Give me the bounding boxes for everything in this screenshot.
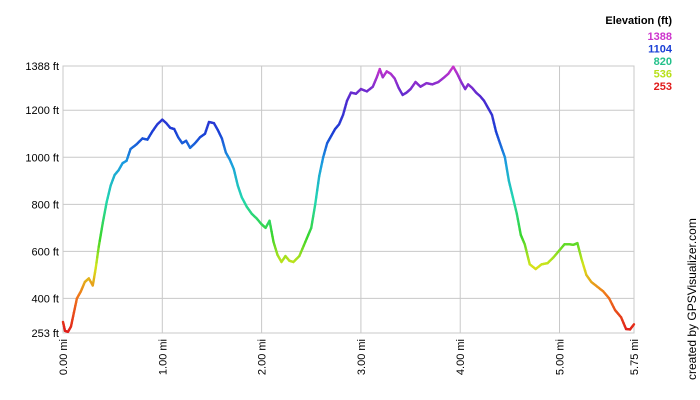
grid-lines bbox=[63, 66, 634, 333]
y-tick-label: 253 ft bbox=[31, 328, 59, 340]
x-axis-ticks: 0.00 mi 1.00 mi 2.00 mi 3.00 mi 4.00 mi 5.00 … bbox=[58, 339, 641, 375]
y-axis-ticks: 253 ft 400 ft 600 ft 800 ft 1000 ft 1200 ft 13… bbox=[25, 61, 59, 340]
plot-frame bbox=[62, 65, 635, 334]
y-tick-label: 1200 ft bbox=[25, 105, 59, 117]
legend-value: 1388 bbox=[648, 31, 672, 43]
legend-title: Elevation (ft) bbox=[605, 15, 672, 27]
legend-value: 820 bbox=[654, 56, 672, 68]
y-tick-label: 600 ft bbox=[31, 246, 59, 258]
x-tick-label: 5.75 mi bbox=[629, 339, 641, 375]
plot-border bbox=[62, 65, 635, 334]
y-tick-label: 1388 ft bbox=[25, 61, 59, 73]
x-tick-label: 2.00 mi bbox=[257, 339, 269, 375]
legend-value: 536 bbox=[654, 69, 672, 81]
legend-value: 253 bbox=[654, 81, 672, 93]
y-tick-label: 1000 ft bbox=[25, 152, 59, 164]
x-tick-label: 1.00 mi bbox=[157, 339, 169, 375]
legend-value: 1104 bbox=[648, 44, 673, 56]
x-tick-label: 3.00 mi bbox=[356, 339, 368, 375]
elevation-profile-line bbox=[61, 65, 636, 334]
credit-text: created by GPSVisualizer.com bbox=[685, 218, 699, 380]
y-tick-label: 400 ft bbox=[31, 293, 59, 305]
x-tick-label: 5.00 mi bbox=[555, 339, 567, 375]
y-tick-label: 800 ft bbox=[31, 199, 59, 211]
x-tick-label: 0.00 mi bbox=[58, 339, 70, 375]
profile-segment bbox=[631, 323, 636, 327]
x-tick-label: 4.00 mi bbox=[455, 339, 467, 375]
